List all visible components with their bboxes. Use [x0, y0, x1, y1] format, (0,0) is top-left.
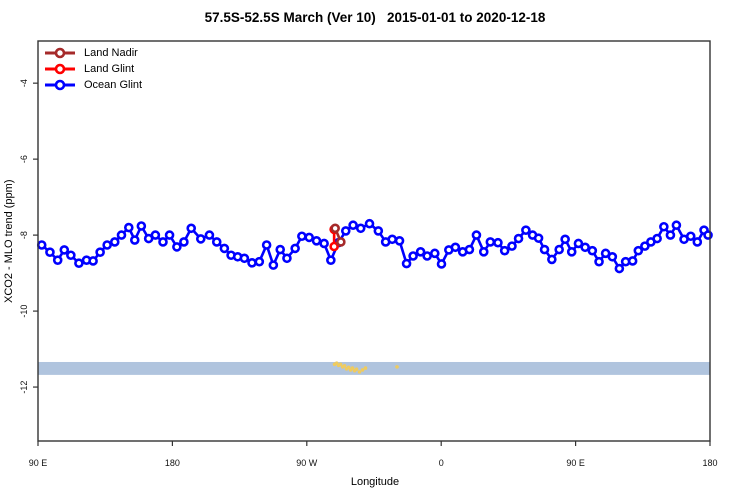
- x-axis-label: Longitude: [350, 476, 400, 488]
- y-tick-label: -8: [19, 231, 29, 239]
- legend-label: Land Nadir: [84, 47, 138, 59]
- legend-item-ocean-glint: Ocean Glint: [44, 77, 142, 93]
- y-axis-ticks: -4 -6 -8 -10 -12: [19, 79, 38, 394]
- y-tick-label: -4: [19, 79, 29, 87]
- x-tick-label: 90 E: [566, 458, 585, 468]
- x-tick-label: 90 W: [296, 458, 318, 468]
- y-tick-label: -12: [19, 381, 29, 394]
- legend-label: Land Glint: [84, 63, 135, 75]
- y-tick-label: -6: [19, 155, 29, 163]
- y-axis-label: XCO2 - MLO trend (ppm): [3, 179, 15, 303]
- land-nadir-series: [330, 223, 346, 247]
- legend-item-land-nadir: Land Nadir: [44, 45, 142, 61]
- legend: Land Nadir Land Glint Ocean Glint: [44, 45, 142, 93]
- plot-box: [37, 40, 711, 442]
- legend-item-land-glint: Land Glint: [44, 61, 142, 77]
- y-tick-label: -10: [19, 305, 29, 318]
- density-band: [38, 361, 710, 375]
- legend-label: Ocean Glint: [84, 79, 143, 91]
- ocean-glint-marker-icon: [45, 79, 75, 91]
- land-nadir-marker-icon: [45, 47, 75, 59]
- chart-title: 57.5S-52.5S March (Ver 10) 2015-01-01 to…: [204, 10, 546, 25]
- ocean-glint-series: [36, 218, 713, 274]
- land-glint-marker-icon: [45, 63, 75, 75]
- x-tick-label: 0: [439, 458, 444, 468]
- gold-scatter-dots: [332, 361, 399, 374]
- x-tick-label: 90 E: [29, 458, 48, 468]
- x-tick-label: 180: [165, 458, 180, 468]
- x-axis-ticks: 90 E 180 90 W 0 90 E 180: [29, 441, 718, 468]
- x-tick-label: 180: [702, 458, 717, 468]
